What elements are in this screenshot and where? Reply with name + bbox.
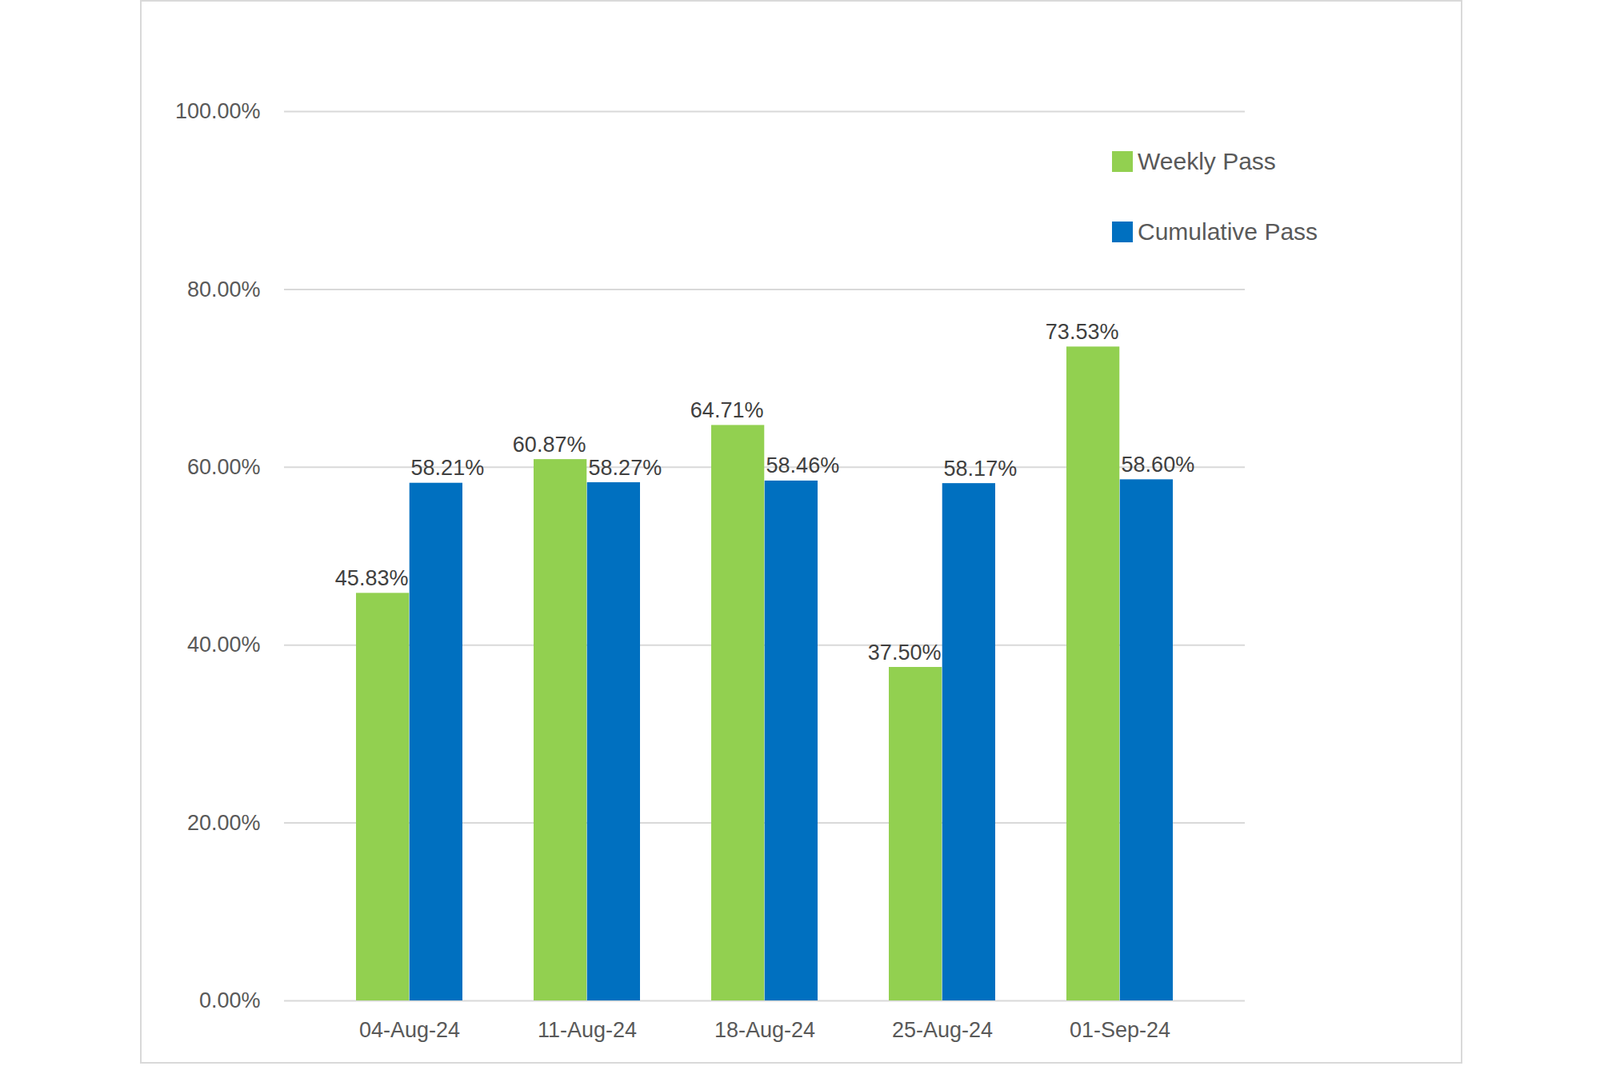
svg-text:60.87%: 60.87%: [512, 432, 587, 457]
svg-text:45.83%: 45.83%: [335, 566, 409, 591]
html-text:Weekly Pass: Weekly Pass: [1137, 148, 1276, 175]
svg-text:11-Aug-24: 11-Aug-24: [537, 1018, 637, 1043]
svg-text:58.17%: 58.17%: [944, 456, 1018, 481]
svg-text:40.00%: 40.00%: [187, 632, 261, 657]
svg-text:18-Aug-24: 18-Aug-24: [714, 1018, 816, 1043]
svg-text:04-Aug-24: 04-Aug-24: [359, 1018, 460, 1043]
svg-text:73.53%: 73.53%: [1045, 320, 1120, 344]
svg-text:60.00%: 60.00%: [187, 455, 261, 480]
svg-text:25-Aug-24: 25-Aug-24: [892, 1018, 993, 1043]
html-text:Cumulative Pass: Cumulative Pass: [1137, 218, 1318, 245]
svg-text:58.27%: 58.27%: [588, 456, 663, 480]
svg-text:58.60%: 58.60%: [1121, 452, 1196, 477]
svg-text:58.46%: 58.46%: [766, 453, 840, 478]
svg-text:58.21%: 58.21%: [411, 456, 485, 480]
svg-text:20.00%: 20.00%: [187, 811, 261, 836]
svg-text:64.71%: 64.71%: [690, 398, 764, 423]
svg-text:37.50%: 37.50%: [868, 640, 942, 665]
svg-text:100.00%: 100.00%: [175, 99, 261, 124]
svg-text:80.00%: 80.00%: [187, 277, 261, 302]
svg-text:01-Sep-24: 01-Sep-24: [1069, 1018, 1171, 1043]
svg-text:0.00%: 0.00%: [199, 988, 261, 1013]
